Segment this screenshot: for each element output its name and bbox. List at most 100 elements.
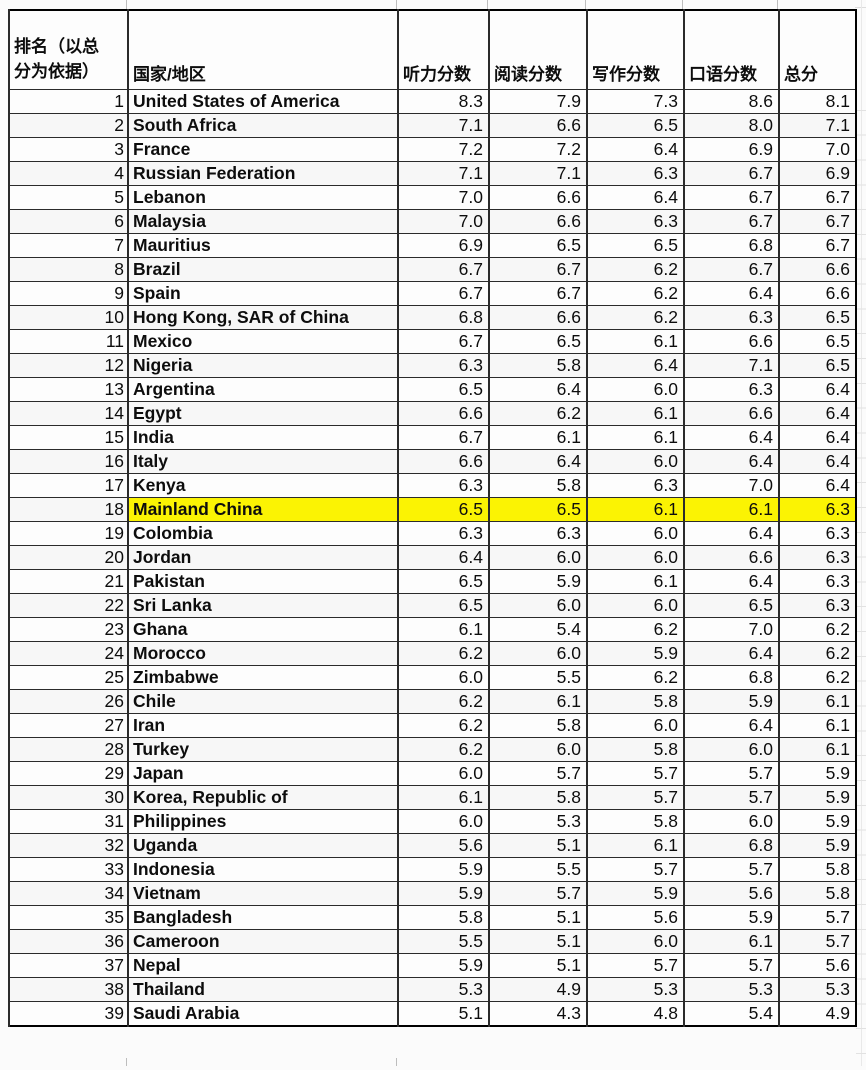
listening-score-cell: 5.1 [397,1000,490,1026]
rank-cell: 14 [8,400,129,426]
total-score-cell: 6.3 [778,520,857,546]
table-row: 35 Bangladesh 5.8 5.1 5.6 5.9 5.7 [8,904,857,930]
listening-score-cell: 5.8 [397,904,490,930]
writing-score-cell: 6.1 [586,496,685,522]
country-cell: Chile [127,688,399,714]
writing-score-cell: 6.0 [586,520,685,546]
rank-cell: 38 [8,976,129,1002]
speaking-score-cell: 8.6 [683,88,780,114]
rank-cell: 26 [8,688,129,714]
writing-score-cell: 5.7 [586,784,685,810]
total-score-cell: 5.3 [778,976,857,1002]
total-score-cell: 6.6 [778,280,857,306]
speaking-score-cell: 7.0 [683,472,780,498]
country-cell: Hong Kong, SAR of China [127,304,399,330]
table-row: 3 France 7.2 7.2 6.4 6.9 7.0 [8,136,857,162]
reading-score-cell: 5.1 [488,952,588,978]
country-cell: Bangladesh [127,904,399,930]
listening-score-cell: 6.5 [397,376,490,402]
rank-cell: 35 [8,904,129,930]
speaking-score-cell: 6.6 [683,544,780,570]
total-score-cell: 7.0 [778,136,857,162]
table-row: 29 Japan 6.0 5.7 5.7 5.7 5.9 [8,760,857,786]
speaking-score-cell: 5.7 [683,760,780,786]
total-score-cell: 5.7 [778,904,857,930]
reading-score-cell: 6.4 [488,376,588,402]
reading-score-cell: 4.3 [488,1000,588,1026]
rank-cell: 25 [8,664,129,690]
writing-score-cell: 5.3 [586,976,685,1002]
table-row: 16 Italy 6.6 6.4 6.0 6.4 6.4 [8,448,857,474]
speaking-score-cell: 6.4 [683,280,780,306]
total-score-cell: 5.9 [778,784,857,810]
writing-score-cell: 6.1 [586,424,685,450]
header-writing: 写作分数 [586,9,685,90]
listening-score-cell: 6.2 [397,640,490,666]
rank-cell: 8 [8,256,129,282]
table-row: 12 Nigeria 6.3 5.8 6.4 7.1 6.5 [8,352,857,378]
writing-score-cell: 6.2 [586,664,685,690]
writing-score-cell: 7.3 [586,88,685,114]
total-score-cell: 6.5 [778,352,857,378]
listening-score-cell: 6.6 [397,448,490,474]
total-score-cell: 6.1 [778,736,857,762]
country-cell: Italy [127,448,399,474]
reading-score-cell: 6.1 [488,424,588,450]
country-cell: Kenya [127,472,399,498]
table-row: 7 Mauritius 6.9 6.5 6.5 6.8 6.7 [8,232,857,258]
rank-cell: 17 [8,472,129,498]
reading-score-cell: 7.9 [488,88,588,114]
gridline-stub [777,0,778,9]
listening-score-cell: 8.3 [397,88,490,114]
total-score-cell: 6.4 [778,448,857,474]
total-score-cell: 6.5 [778,304,857,330]
reading-score-cell: 5.9 [488,568,588,594]
total-score-cell: 6.2 [778,616,857,642]
country-cell: Brazil [127,256,399,282]
rank-cell: 6 [8,208,129,234]
writing-score-cell: 5.9 [586,640,685,666]
total-score-cell: 6.4 [778,424,857,450]
speaking-score-cell: 6.4 [683,424,780,450]
rank-cell: 37 [8,952,129,978]
country-cell: Russian Federation [127,160,399,186]
total-score-cell: 6.2 [778,664,857,690]
writing-score-cell: 6.0 [586,544,685,570]
country-cell: Indonesia [127,856,399,882]
listening-score-cell: 6.2 [397,712,490,738]
gridline-stub [682,0,683,9]
listening-score-cell: 5.9 [397,952,490,978]
listening-score-cell: 7.2 [397,136,490,162]
gridline-stub [396,1058,397,1066]
speaking-score-cell: 6.6 [683,328,780,354]
writing-score-cell: 4.8 [586,1000,685,1026]
total-score-cell: 6.2 [778,640,857,666]
total-score-cell: 6.3 [778,496,857,522]
reading-score-cell: 6.4 [488,448,588,474]
rank-cell: 29 [8,760,129,786]
listening-score-cell: 6.4 [397,544,490,570]
speaking-score-cell: 5.6 [683,880,780,906]
reading-score-cell: 5.3 [488,808,588,834]
table-row: 30 Korea, Republic of 6.1 5.8 5.7 5.7 5.9 [8,784,857,810]
listening-score-cell: 6.5 [397,496,490,522]
writing-score-cell: 5.7 [586,760,685,786]
reading-score-cell: 5.8 [488,472,588,498]
writing-score-cell: 5.9 [586,880,685,906]
reading-score-cell: 6.0 [488,592,588,618]
total-score-cell: 5.8 [778,880,857,906]
rank-cell: 10 [8,304,129,330]
speaking-score-cell: 6.8 [683,664,780,690]
total-score-cell: 7.1 [778,112,857,138]
writing-score-cell: 6.2 [586,256,685,282]
speaking-score-cell: 5.3 [683,976,780,1002]
gridline-stub [126,1058,127,1066]
country-cell: Morocco [127,640,399,666]
reading-score-cell: 6.0 [488,544,588,570]
reading-score-cell: 6.6 [488,208,588,234]
total-score-cell: 5.6 [778,952,857,978]
country-cell: Lebanon [127,184,399,210]
country-cell: Philippines [127,808,399,834]
total-score-cell: 6.6 [778,256,857,282]
listening-score-cell: 6.6 [397,400,490,426]
